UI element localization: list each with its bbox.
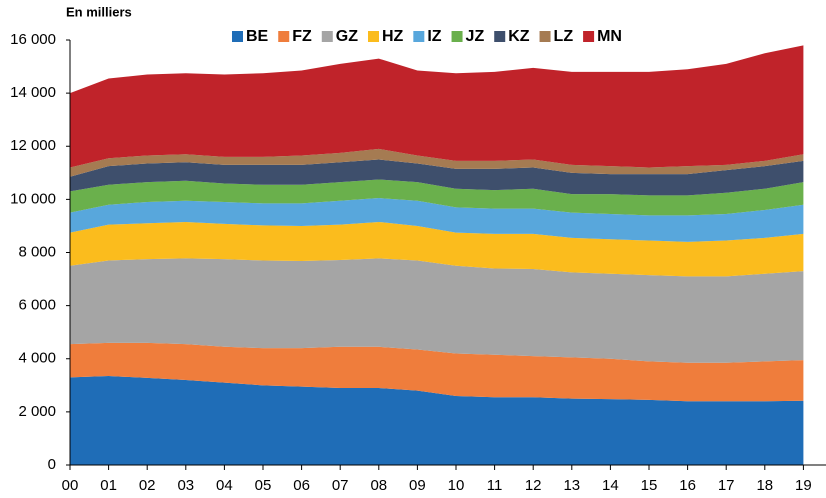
legend-swatch <box>539 31 551 42</box>
legend-label: JZ <box>466 28 485 45</box>
x-tick-label: 04 <box>216 477 233 494</box>
area <box>70 221 804 277</box>
legend-label: BE <box>246 28 269 45</box>
legend-swatch <box>413 31 425 42</box>
legend-swatch <box>321 31 333 42</box>
area <box>70 45 804 168</box>
area <box>70 198 804 242</box>
area <box>70 179 804 216</box>
area <box>70 148 804 177</box>
legend-swatch <box>494 31 506 42</box>
area <box>70 342 804 402</box>
x-tick-label: 06 <box>293 477 310 494</box>
x-tick-label: 08 <box>370 477 387 494</box>
x-tick-label: 17 <box>718 477 735 494</box>
legend-label: KZ <box>508 28 530 45</box>
legend-label: MN <box>597 28 622 45</box>
y-axis-label: En milliers <box>66 4 132 19</box>
legend-label: LZ <box>554 28 574 45</box>
legend-swatch <box>583 31 595 42</box>
y-tick-label: 12 000 <box>10 137 56 154</box>
y-tick-label: 6 000 <box>18 297 56 314</box>
x-tick-label: 02 <box>139 477 156 494</box>
area <box>70 159 804 196</box>
legend-swatch <box>451 31 463 42</box>
legend-label: HZ <box>382 28 404 45</box>
area <box>70 258 804 363</box>
legend-swatch <box>368 31 379 42</box>
y-tick-label: 10 000 <box>10 190 56 207</box>
x-tick-label: 10 <box>448 477 465 494</box>
legend-label: FZ <box>292 28 312 45</box>
legend-label: IZ <box>427 28 441 45</box>
x-tick-label: 16 <box>679 477 696 494</box>
legend-label: GZ <box>336 28 358 45</box>
y-tick-label: 8 000 <box>18 243 56 260</box>
x-tick-label: 03 <box>177 477 194 494</box>
x-tick-label: 07 <box>332 477 349 494</box>
y-tick-label: 2 000 <box>18 403 56 420</box>
x-tick-label: 12 <box>525 477 542 494</box>
x-tick-label: 05 <box>255 477 272 494</box>
y-tick-label: 16 000 <box>10 31 56 48</box>
area <box>70 376 804 465</box>
legend-swatch <box>232 31 243 42</box>
x-tick-label: 00 <box>62 477 79 494</box>
x-tick-label: 19 <box>795 477 812 494</box>
y-tick-label: 14 000 <box>10 84 56 101</box>
x-tick-label: 15 <box>641 477 658 494</box>
x-tick-label: 09 <box>409 477 426 494</box>
x-tick-label: 14 <box>602 477 619 494</box>
x-tick-label: 01 <box>100 477 117 494</box>
x-tick-label: 18 <box>756 477 773 494</box>
x-tick-label: 13 <box>563 477 580 494</box>
x-tick-label: 11 <box>487 477 503 494</box>
y-tick-label: 0 <box>48 456 56 473</box>
y-tick-label: 4 000 <box>18 350 56 367</box>
legend-swatch <box>278 31 290 42</box>
